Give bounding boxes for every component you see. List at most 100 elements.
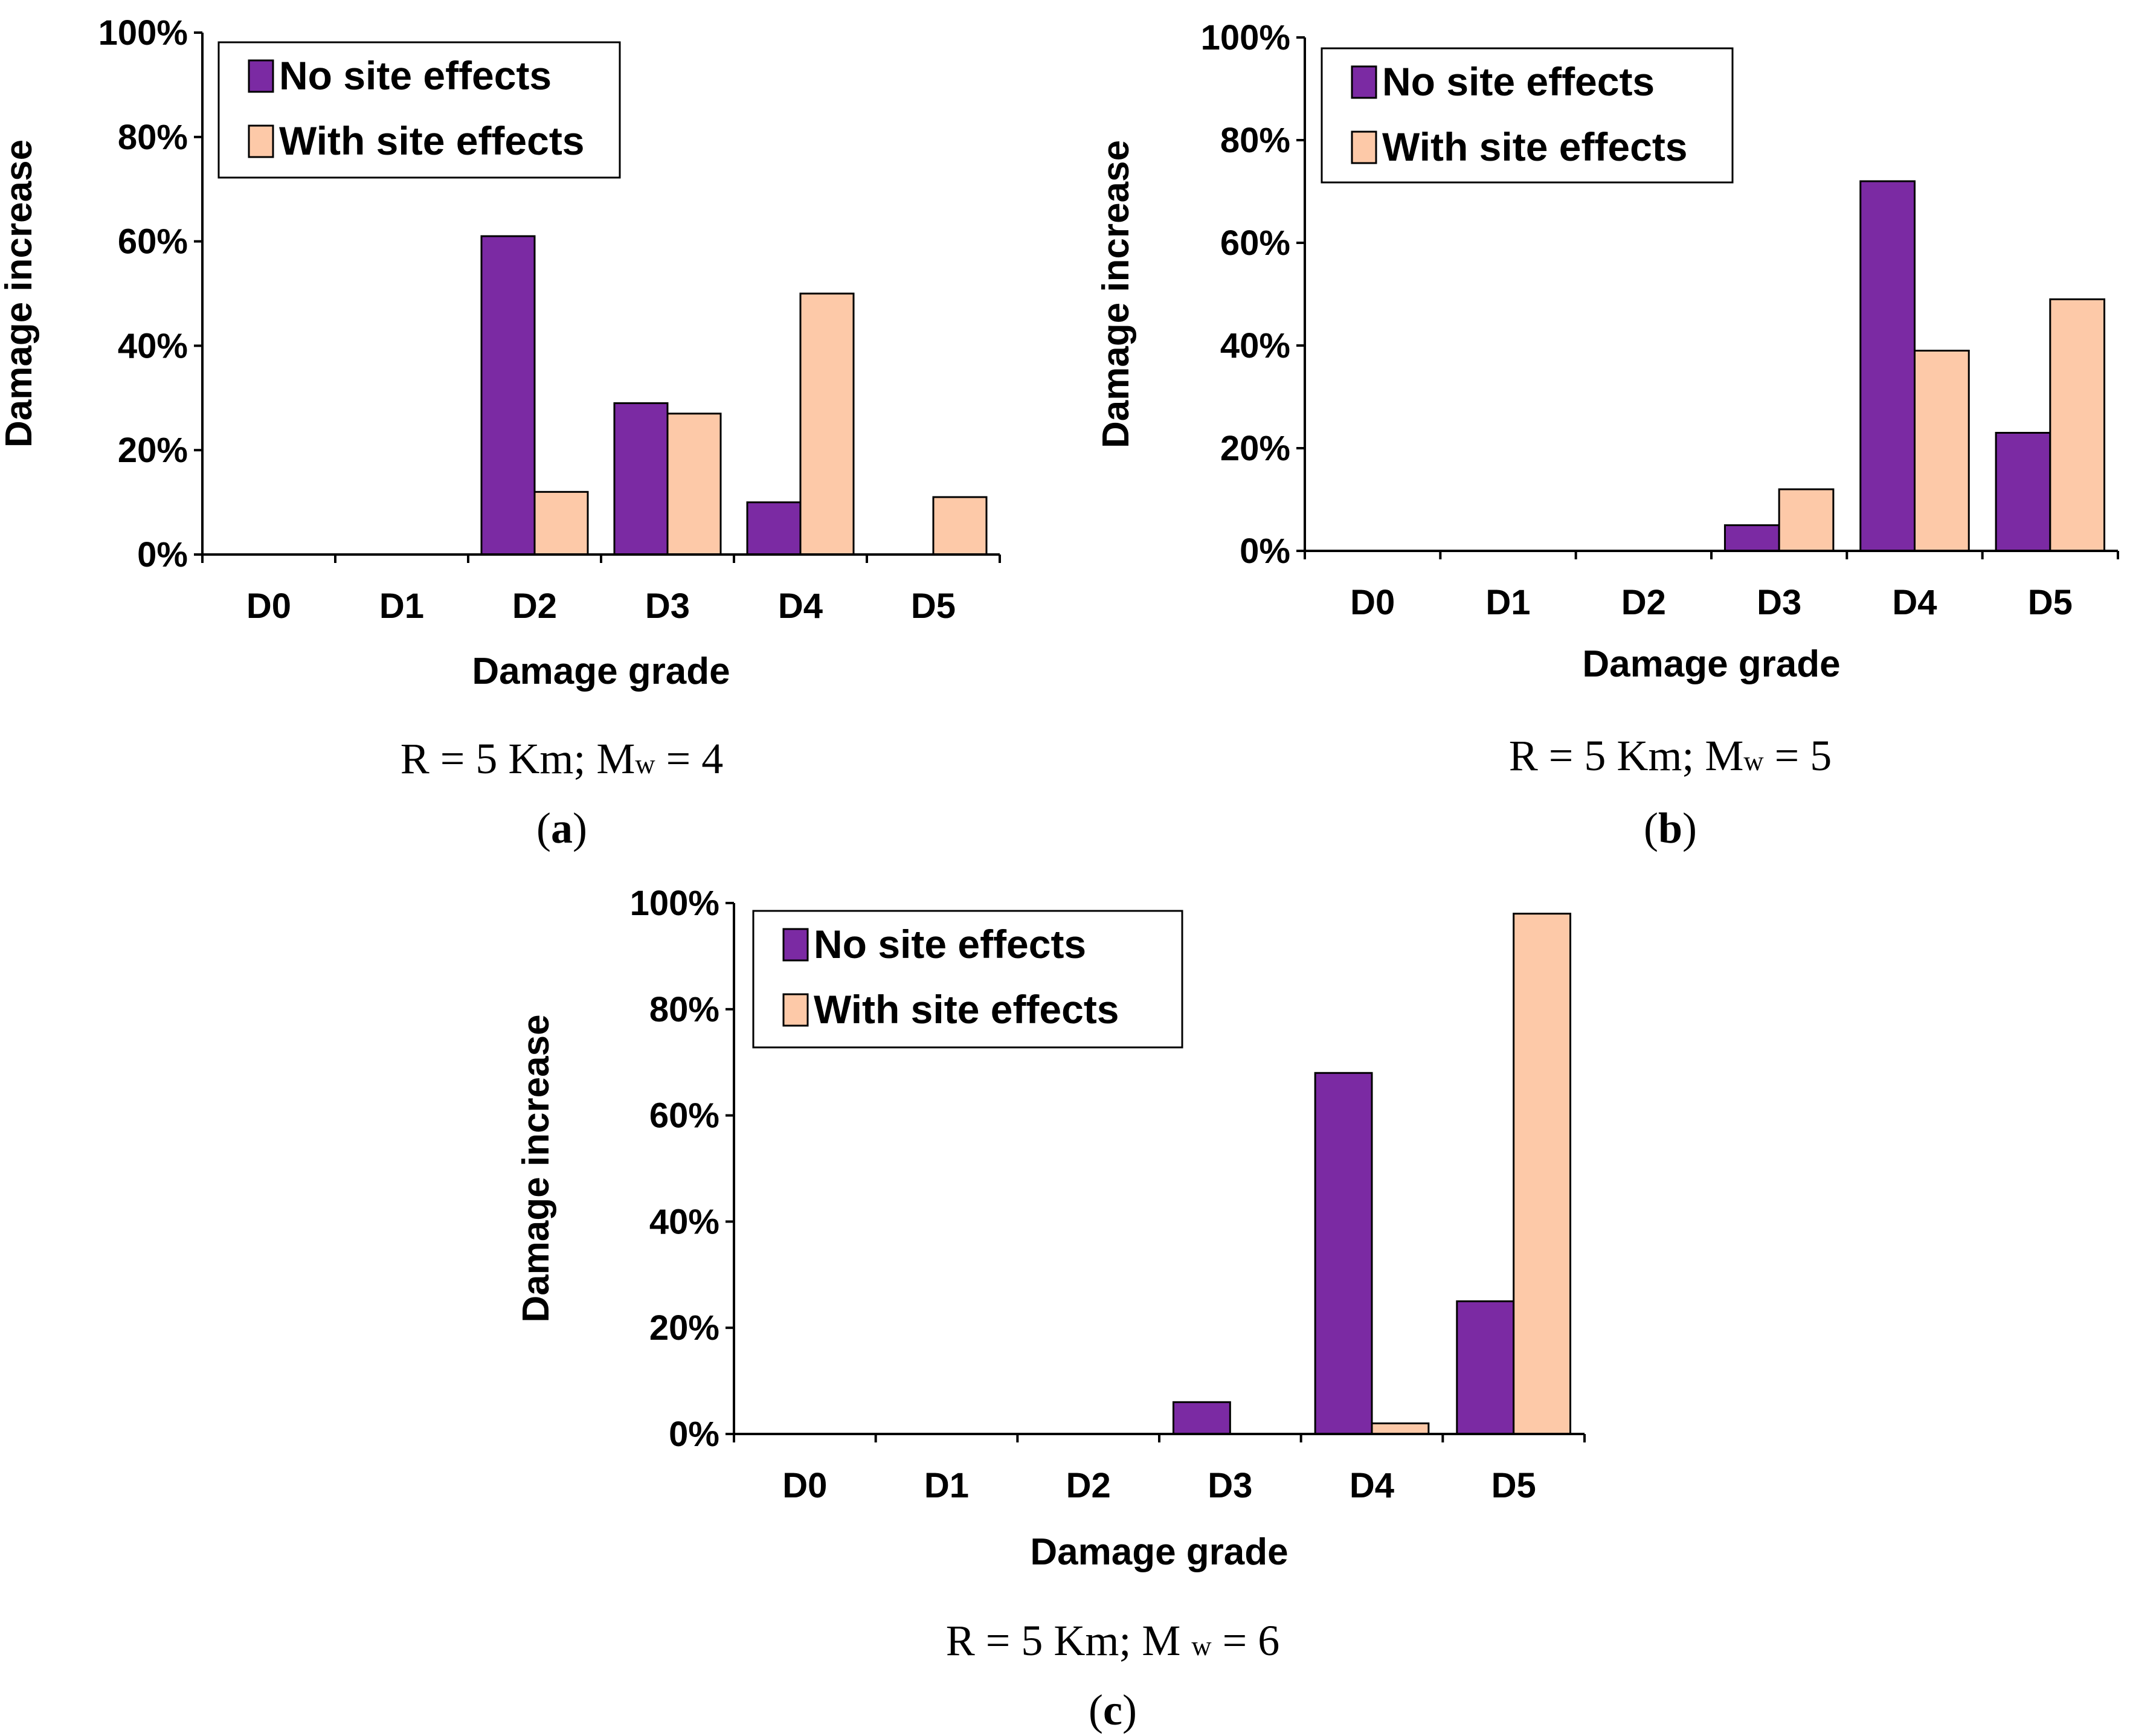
panel-label-close: ) [573,804,587,852]
y-tick-label: 100% [98,13,188,53]
legend-label-no-site: No site effects [279,53,552,98]
bar-with-site-d5 [1513,913,1572,1435]
legend-swatch-no-site [1351,65,1377,99]
legend-box [217,41,621,179]
panel-label-open: ( [1089,1686,1103,1734]
caption-subscript: w [635,748,655,779]
y-tick-label: 80% [649,990,719,1029]
bar-with-site-d4 [1371,1422,1430,1435]
bar-with-site-d4 [799,292,855,556]
y-tick-label: 0% [1240,532,1290,571]
chart-panel-c: 0% 20% 40% 60% 80% 100% D0 D1 D2 D3 D4 D5 Damage gra… [515,884,1586,1734]
y-axis-title: Damage increase [0,140,40,448]
caption-text: R = 5 Km; M [401,735,635,783]
x-tick-label-d3: D3 [1757,583,1801,622]
x-tick-label-d4: D4 [1892,583,1937,622]
legend-swatch-with-site [248,124,274,158]
caption-text: R = 5 Km; M [946,1616,1192,1665]
bar-no-site-d5 [1995,432,2051,552]
bar-with-site-d5 [2049,298,2106,552]
bar-no-site-d4 [1314,1072,1373,1435]
y-tick-label: 20% [649,1308,719,1348]
x-axis-title: Damage grade [1030,1531,1288,1573]
caption-subscript: w [1191,1630,1212,1661]
y-tick-label: 20% [1220,429,1290,468]
panel-label: (c) [1089,1686,1137,1734]
x-tick-label-d0: D0 [1350,583,1395,622]
x-tick-label-d2: D2 [1621,583,1666,622]
y-tick-label: 80% [118,118,188,157]
x-tick-label-d4: D4 [1350,1466,1394,1505]
caption: R = 5 Km; Mw = 4 [401,735,724,783]
panel-label: (b) [1644,804,1697,852]
x-tick-label-d5: D5 [1491,1466,1536,1505]
bar-with-site-d4 [1914,350,1970,552]
panel-label: (a) [536,804,587,852]
y-tick-label: 40% [649,1202,719,1241]
x-tick-label-d0: D0 [246,587,291,626]
caption: R = 5 Km; Mw = 5 [1509,731,1832,780]
caption-subscript: w [1743,745,1764,776]
x-tick-label-d3: D3 [1208,1466,1252,1505]
y-tick-label: 0% [669,1415,719,1454]
x-tick-label-d2: D2 [512,587,557,626]
caption-text-end: = 4 [655,735,724,783]
bar-no-site-d4 [1859,180,1916,552]
panel-label-open: ( [1644,804,1658,852]
y-tick-label: 60% [649,1096,719,1136]
legend-label-with-site: With site effects [1382,124,1688,169]
panel-label-letter: c [1103,1686,1122,1734]
legend-label-no-site: No site effects [1382,59,1655,104]
y-tick-label: 100% [1201,18,1290,57]
legend-swatch-with-site [782,993,809,1027]
legend-label-with-site: With site effects [814,987,1119,1032]
legend: No site effects With site effects [1321,47,1734,184]
bar-with-site-d3 [1778,488,1835,552]
bar-with-site-d2 [533,490,589,556]
bar-with-site-d5 [932,496,988,556]
y-axis-title: Damage increase [1095,140,1137,448]
x-tick-label-d3: D3 [645,587,690,626]
x-tick-label-d1: D1 [924,1466,969,1505]
y-tick-label: 0% [137,535,188,574]
y-tick-label: 100% [630,884,719,923]
bar-no-site-d3 [1172,1401,1231,1435]
panel-label-letter: a [551,804,573,852]
x-tick-label-d1: D1 [379,587,424,626]
x-tick-label-d5: D5 [911,587,956,626]
x-tick-label-d5: D5 [2028,583,2073,622]
panel-label-close: ) [1122,1686,1137,1734]
legend: No site effects With site effects [752,910,1183,1049]
bar-with-site-d3 [666,413,722,556]
bar-no-site-d5 [1456,1300,1515,1435]
chart-panel-a: 0% 20% 40% 60% 80% 100% D0 D1 D2 D3 D4 D5 Damage gra… [0,13,1001,852]
y-tick-label: 40% [118,326,188,365]
x-axis-title: Damage grade [472,651,730,692]
legend-swatch-no-site [782,928,809,962]
x-tick-label-d1: D1 [1485,583,1530,622]
caption-text-end: = 5 [1764,731,1832,780]
chart-panel-b: 0% 20% 40% 60% 80% 100% D0 D1 D2 D3 D4 D5 Damage gra… [1095,18,2119,852]
legend-swatch-with-site [1351,130,1377,164]
bar-no-site-d4 [746,501,802,556]
legend-box [1321,47,1734,184]
x-tick-label-d0: D0 [782,1466,827,1505]
bar-no-site-d2 [480,235,536,556]
caption: R = 5 Km; M w = 6 [946,1616,1280,1665]
legend-swatch-no-site [248,59,274,93]
y-tick-label: 60% [118,222,188,262]
caption-text: R = 5 Km; M [1509,731,1744,780]
legend-box [752,910,1183,1049]
x-tick-label-d4: D4 [778,587,823,626]
legend: No site effects With site effects [217,41,621,179]
panel-label-letter: b [1658,804,1682,852]
y-tick-label: 60% [1220,223,1290,263]
panel-label-close: ) [1682,804,1697,852]
y-tick-label: 40% [1220,326,1290,365]
caption-text-end: = 6 [1212,1616,1280,1665]
legend-label-with-site: With site effects [279,118,585,163]
y-axis-title: Damage increase [515,1014,557,1322]
bar-no-site-d3 [1723,524,1780,552]
x-tick-label-d2: D2 [1066,1466,1111,1505]
